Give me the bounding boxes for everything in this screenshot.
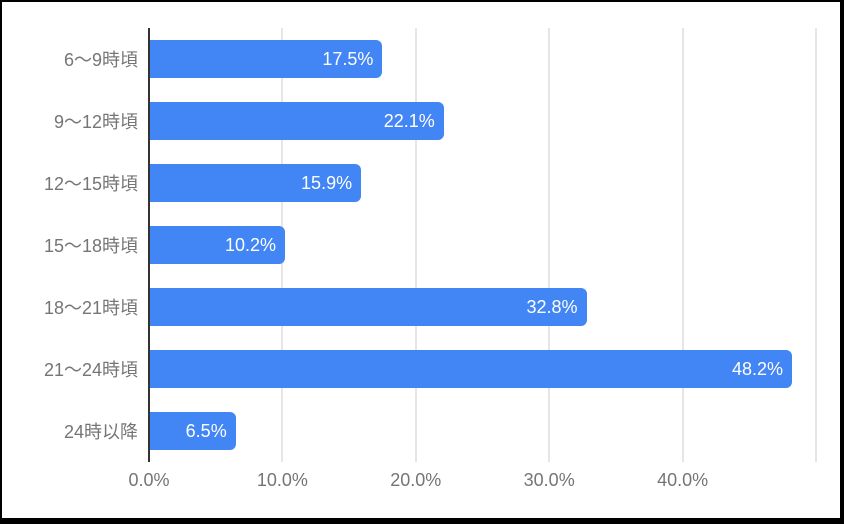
bar-row: 9〜12時頃 22.1% (2, 90, 816, 152)
bar-value-label: 48.2% (731, 358, 783, 379)
category-label: 9〜12時頃 (53, 112, 138, 132)
bar-row: 18〜21時頃 32.8% (2, 276, 816, 338)
bar: 32.8% (149, 288, 587, 326)
category-label: 24時以降 (63, 422, 138, 442)
gridline (815, 28, 817, 462)
category-label: 21〜24時頃 (43, 360, 138, 380)
bar: 17.5% (149, 40, 383, 78)
bar-rows: 6〜9時頃 17.5% 9〜12時頃 22.1% 12〜15時頃 15.9% 15〜18時頃… (2, 28, 816, 462)
bar-value-label: 15.9% (301, 172, 353, 193)
x-tick-label: 20.0% (390, 470, 442, 490)
x-tick-label: 30.0% (523, 470, 575, 490)
y-axis-line (148, 28, 150, 462)
bar-row: 24時以降 6.5% (2, 400, 816, 462)
bar-track: 48.2% (149, 350, 816, 388)
category-label: 15〜18時頃 (43, 236, 138, 256)
bar-row: 15〜18時頃 10.2% (2, 214, 816, 276)
gridline (415, 28, 417, 462)
bar: 6.5% (149, 412, 236, 450)
bar-value-label: 10.2% (225, 234, 277, 255)
bar-track: 17.5% (149, 40, 816, 78)
bar: 48.2% (149, 350, 792, 388)
category-label: 12〜15時頃 (43, 174, 138, 194)
bar-value-label: 17.5% (322, 48, 374, 69)
bar-value-label: 6.5% (185, 420, 227, 441)
bar-track: 6.5% (149, 412, 816, 450)
bar-track: 22.1% (149, 102, 816, 140)
bar: 10.2% (149, 226, 286, 264)
gridline (682, 28, 684, 462)
x-axis: 0.0% 10.0% 20.0% 30.0% 40.0% (128, 470, 816, 494)
category-label: 6〜9時頃 (63, 50, 138, 70)
x-tick-label: 10.0% (256, 470, 308, 490)
x-tick-label: 0.0% (128, 470, 170, 490)
bar-row: 12〜15時頃 15.9% (2, 152, 816, 214)
bar-track: 10.2% (149, 226, 816, 264)
bar-value-label: 32.8% (526, 296, 578, 317)
bar-track: 32.8% (149, 288, 816, 326)
x-tick-label: 40.0% (657, 470, 709, 490)
bar: 22.1% (149, 102, 444, 140)
bar-row: 6〜9時頃 17.5% (2, 28, 816, 90)
bar-row: 21〜24時頃 48.2% (2, 338, 816, 400)
category-label: 18〜21時頃 (43, 298, 138, 318)
bar: 15.9% (149, 164, 362, 202)
bar-track: 15.9% (149, 164, 816, 202)
bar-value-label: 22.1% (383, 110, 435, 131)
gridline (548, 28, 550, 462)
